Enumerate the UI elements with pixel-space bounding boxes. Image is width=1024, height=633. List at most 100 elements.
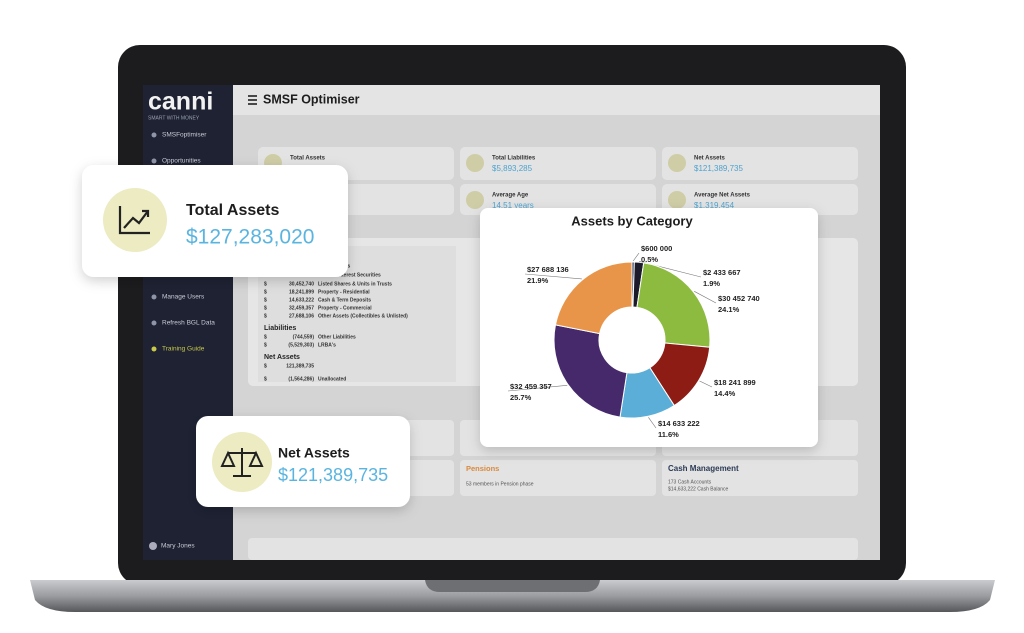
nav-icon	[151, 158, 157, 164]
menu-icon[interactable]	[248, 95, 257, 105]
slice-value-label: $14 633 222	[658, 419, 700, 428]
slice-percent-label: 24.1%	[718, 305, 740, 314]
card-line: $14,633,222 Cash Balance	[668, 486, 729, 492]
logo-tagline: SMART WITH MONEY	[148, 115, 200, 121]
statement-amount: 30,452,740	[289, 281, 314, 287]
statement-currency: $	[264, 305, 267, 311]
donut-slice	[554, 261, 633, 335]
leader-line	[507, 384, 568, 392]
overlay-icon	[220, 448, 264, 477]
statement-desc: LRBA's	[318, 342, 336, 348]
overlay-value: $121,389,735	[278, 465, 388, 485]
card-line: 173 Cash Accounts	[668, 479, 712, 485]
summary-card	[662, 184, 858, 215]
statement-desc: Cash & Term Deposits	[318, 297, 371, 303]
statement-currency: $	[264, 334, 267, 340]
summary-value: $1,319,454	[694, 201, 735, 210]
leader-line	[632, 252, 640, 262]
info-card	[662, 460, 858, 496]
slice-percent-label: 21.9%	[527, 276, 549, 285]
slice-value-label: $32 459 357	[510, 382, 552, 391]
laptop-base	[30, 580, 995, 612]
summary-icon	[466, 154, 484, 172]
chart-title: Assets by Category	[571, 213, 693, 228]
statement-amount: 121,389,735	[286, 363, 314, 369]
info-card	[460, 460, 656, 496]
statement-currency: $	[264, 281, 267, 287]
slice-value-label: $600 000	[641, 244, 672, 253]
card-line: 53 members in Pension phase	[466, 481, 534, 487]
statement-amount: (1,564,286)	[288, 376, 314, 382]
statement-amount: 18,241,899	[289, 289, 314, 295]
summary-card	[662, 147, 858, 180]
slice-percent-label: 14.4%	[714, 389, 736, 398]
donut-slice	[636, 262, 711, 348]
logo: canni	[148, 88, 213, 116]
statement-amount: 27,688,106	[289, 313, 314, 319]
slice-value-label: $27 688 136	[527, 265, 569, 274]
summary-label: Total Assets	[290, 156, 326, 162]
statement-desc: Other Liabilities	[318, 334, 356, 340]
slice-percent-label: 1.9%	[703, 279, 720, 288]
overlay-label: Total Assets	[186, 202, 279, 219]
summary-icon	[668, 154, 686, 172]
overlay-value: $127,283,020	[186, 226, 314, 249]
user-avatar	[149, 542, 157, 550]
donut-slice	[553, 324, 628, 418]
slice-value-label: $18 241 899	[714, 378, 756, 387]
nav-item[interactable]: SMSFoptimiser	[162, 132, 207, 139]
statement-currency: $	[264, 289, 267, 295]
summary-label: Average Age	[492, 193, 529, 199]
summary-card	[460, 184, 656, 215]
statement-currency: $	[264, 342, 267, 348]
slice-percent-label: 0.5%	[641, 255, 658, 264]
summary-icon	[668, 191, 686, 209]
summary-value: 14.51 years	[492, 201, 534, 210]
statement-heading: Liabilities	[264, 325, 296, 332]
footer-panel	[248, 538, 858, 560]
nav-item[interactable]: Refresh BGL Data	[162, 320, 215, 327]
statement-desc: Other Assets (Collectibles & Unlisted)	[318, 313, 408, 319]
statement-desc: Property - Commercial	[318, 305, 372, 311]
statement-amount: (5,529,303)	[288, 342, 314, 348]
nav-icon	[151, 132, 157, 138]
overlay-icon	[118, 206, 150, 235]
nav-item[interactable]: Manage Users	[162, 294, 205, 301]
statement-desc: Unallocated	[318, 376, 346, 382]
statement-amount: 14,633,222	[289, 297, 314, 303]
slice-percent-label: 25.7%	[510, 393, 532, 402]
nav-icon	[151, 294, 157, 300]
nav-item[interactable]: Training Guide	[162, 346, 205, 353]
nav-icon	[151, 346, 157, 352]
statement-currency: $	[264, 376, 267, 382]
statement-heading: Net Assets	[264, 354, 300, 361]
statement-line: & Fixed Interest Securities	[318, 272, 381, 278]
user-name[interactable]: Mary Jones	[161, 543, 195, 550]
slice-value-label: $30 452 740	[718, 294, 760, 303]
header-title: SMSF Optimiser	[263, 92, 360, 106]
nav-icon	[151, 320, 157, 326]
nav-item[interactable]: Opportunities	[162, 158, 201, 165]
statement-desc: Property - Residential	[318, 289, 370, 295]
statement-amount: 32,459,357	[289, 305, 314, 311]
statement-desc: Listed Shares & Units in Trusts	[318, 281, 392, 287]
chart-card	[480, 208, 818, 447]
summary-value: $121,389,735	[694, 164, 743, 173]
summary-card	[460, 147, 656, 180]
leader-line	[648, 417, 657, 429]
slice-value-label: $2 433 667	[703, 268, 741, 277]
slice-percent-label: 11.6%	[658, 430, 679, 439]
statement-currency: $	[264, 297, 267, 303]
statement-currency: $	[264, 363, 267, 369]
summary-label: Total Liabilities	[492, 156, 536, 162]
overlay-label: Net Assets	[278, 445, 350, 461]
card-title: Cash Management	[668, 464, 739, 473]
summary-icon	[466, 191, 484, 209]
summary-label: Net Assets	[694, 156, 725, 162]
statement-amount: (744,559)	[293, 334, 315, 340]
leader-line	[694, 291, 717, 304]
header-bar	[233, 85, 880, 115]
summary-value: $5,893,285	[492, 164, 533, 173]
